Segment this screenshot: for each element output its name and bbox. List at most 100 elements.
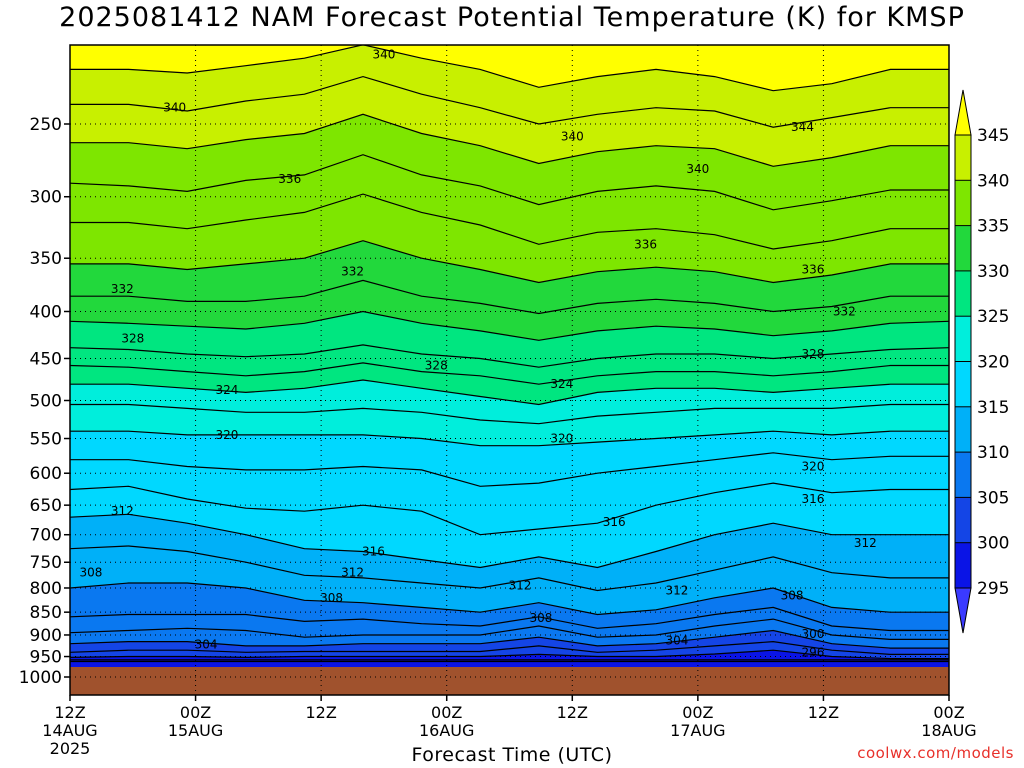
plot-frame (69, 44, 950, 696)
x-tick-label: 16AUG (419, 721, 474, 740)
contour-label: 320 (216, 428, 239, 442)
contour-label: 340 (561, 130, 584, 144)
y-tick-label: 950 (30, 648, 62, 668)
colorbar-tick-label: 295 (977, 579, 1009, 599)
x-tick-label: 15AUG (168, 721, 223, 740)
y-tick-label: 700 (30, 526, 62, 546)
contour-340 (70, 113, 949, 167)
contour-label: 336 (634, 237, 657, 251)
contour-308 (70, 606, 949, 632)
x-tick-label: 00Z (933, 703, 964, 722)
band-334 (70, 194, 949, 283)
contour-label: 340 (686, 162, 709, 176)
ground-surface (70, 667, 949, 695)
contour-332 (70, 279, 949, 315)
band-324 (70, 362, 949, 405)
contour-label: 304 (665, 633, 688, 647)
colorbar: 345 340 335 330 325 320 315 310 305 300 295 (954, 89, 1009, 634)
colorbar-band (955, 270, 971, 317)
x-tick-label: 12Z (54, 703, 85, 722)
contour-326 (70, 362, 949, 385)
colorbar-tick-label: 345 (977, 126, 1009, 146)
contour-label: 312 (509, 578, 532, 592)
colorbar-band (955, 361, 971, 407)
contour-label: 308 (320, 591, 343, 605)
colorbar-tick-label: 335 (977, 217, 1009, 237)
x-tick-label: 17AUG (670, 721, 725, 740)
band-306 (70, 607, 949, 640)
contour-label: 308 (781, 588, 804, 602)
contour-318 (70, 452, 949, 487)
contour-label: 316 (362, 544, 385, 558)
contour-336 (70, 193, 949, 250)
contour-342 (70, 75, 949, 128)
y-tick-label: 800 (30, 579, 62, 599)
x-tick-label: 00Z (180, 703, 211, 722)
colorbar-tick-label: 315 (977, 398, 1009, 418)
x-tick-label: 18AUG (921, 721, 976, 740)
contour-324 (70, 379, 949, 406)
y-tick-label: 650 (30, 496, 62, 516)
contour-label: 316 (802, 492, 825, 506)
colorbar-band (955, 225, 971, 271)
y-tick-label: 350 (30, 249, 62, 269)
contour-label: 308 (529, 611, 552, 625)
band-314 (70, 483, 949, 568)
band-318 (70, 431, 949, 487)
band-302 (70, 630, 949, 655)
contour-312 (70, 545, 949, 592)
contour-310 (70, 582, 949, 616)
contour-label: 296 (802, 645, 825, 659)
contour-304 (70, 629, 949, 649)
contour-label: 320 (550, 432, 573, 446)
contour-330 (70, 310, 949, 341)
x-tick-label: 12Z (557, 703, 588, 722)
x-tick-label: 2025 (50, 739, 91, 758)
y-tick-label: 600 (30, 464, 62, 484)
colorbar-band (955, 497, 971, 543)
contour-label: 312 (341, 566, 364, 580)
contour-label: 340 (372, 47, 395, 61)
colorbar-tick-label: 330 (977, 262, 1009, 282)
contour-label: 340 (163, 101, 186, 115)
band-340 (70, 76, 949, 167)
contour-label: 312 (111, 504, 134, 518)
band-308 (70, 583, 949, 631)
band-top (70, 45, 949, 91)
colorbar-tick-label: 310 (977, 443, 1009, 463)
credit-text: coolwx.com/models (857, 744, 1014, 762)
contour-label: 328 (425, 359, 448, 373)
y-tick-label: 750 (30, 553, 62, 573)
y-tick-label: 550 (30, 430, 62, 450)
colorbar-band (955, 135, 971, 181)
contour-label: 328 (121, 331, 144, 345)
colorbar-band (955, 452, 971, 498)
theta-contours (70, 45, 949, 663)
colorbar-arrow-top (954, 89, 972, 136)
x-tick-label: 00Z (682, 703, 713, 722)
contour-label: 300 (802, 627, 825, 641)
band-298 (70, 650, 949, 660)
band-338 (70, 114, 949, 210)
contour-label: 308 (79, 566, 102, 580)
contour-label: 324 (216, 383, 239, 397)
contour-label: 332 (341, 265, 364, 279)
colorbar-arrow-bottom (954, 587, 972, 634)
y-tick-label: 450 (30, 349, 62, 369)
contour-labels: 304 308 312 316 320 324 328 332 336 340 344 340 340 3… (79, 47, 876, 659)
band-316 (70, 452, 949, 535)
band-304 (70, 619, 949, 649)
x-tick-label: 12Z (808, 703, 839, 722)
contour-334 (70, 240, 949, 284)
contour-328 (70, 344, 949, 368)
chart-title: 2025081412 NAM Forecast Potential Temper… (59, 2, 965, 33)
contour-label: 316 (603, 515, 626, 529)
band-300 (70, 641, 949, 659)
x-axis-label: Forecast Time (UTC) (411, 744, 613, 766)
y-tick-label: 900 (30, 626, 62, 646)
contour-338 (70, 154, 949, 211)
band-322 (70, 380, 949, 424)
band-336 (70, 154, 949, 249)
